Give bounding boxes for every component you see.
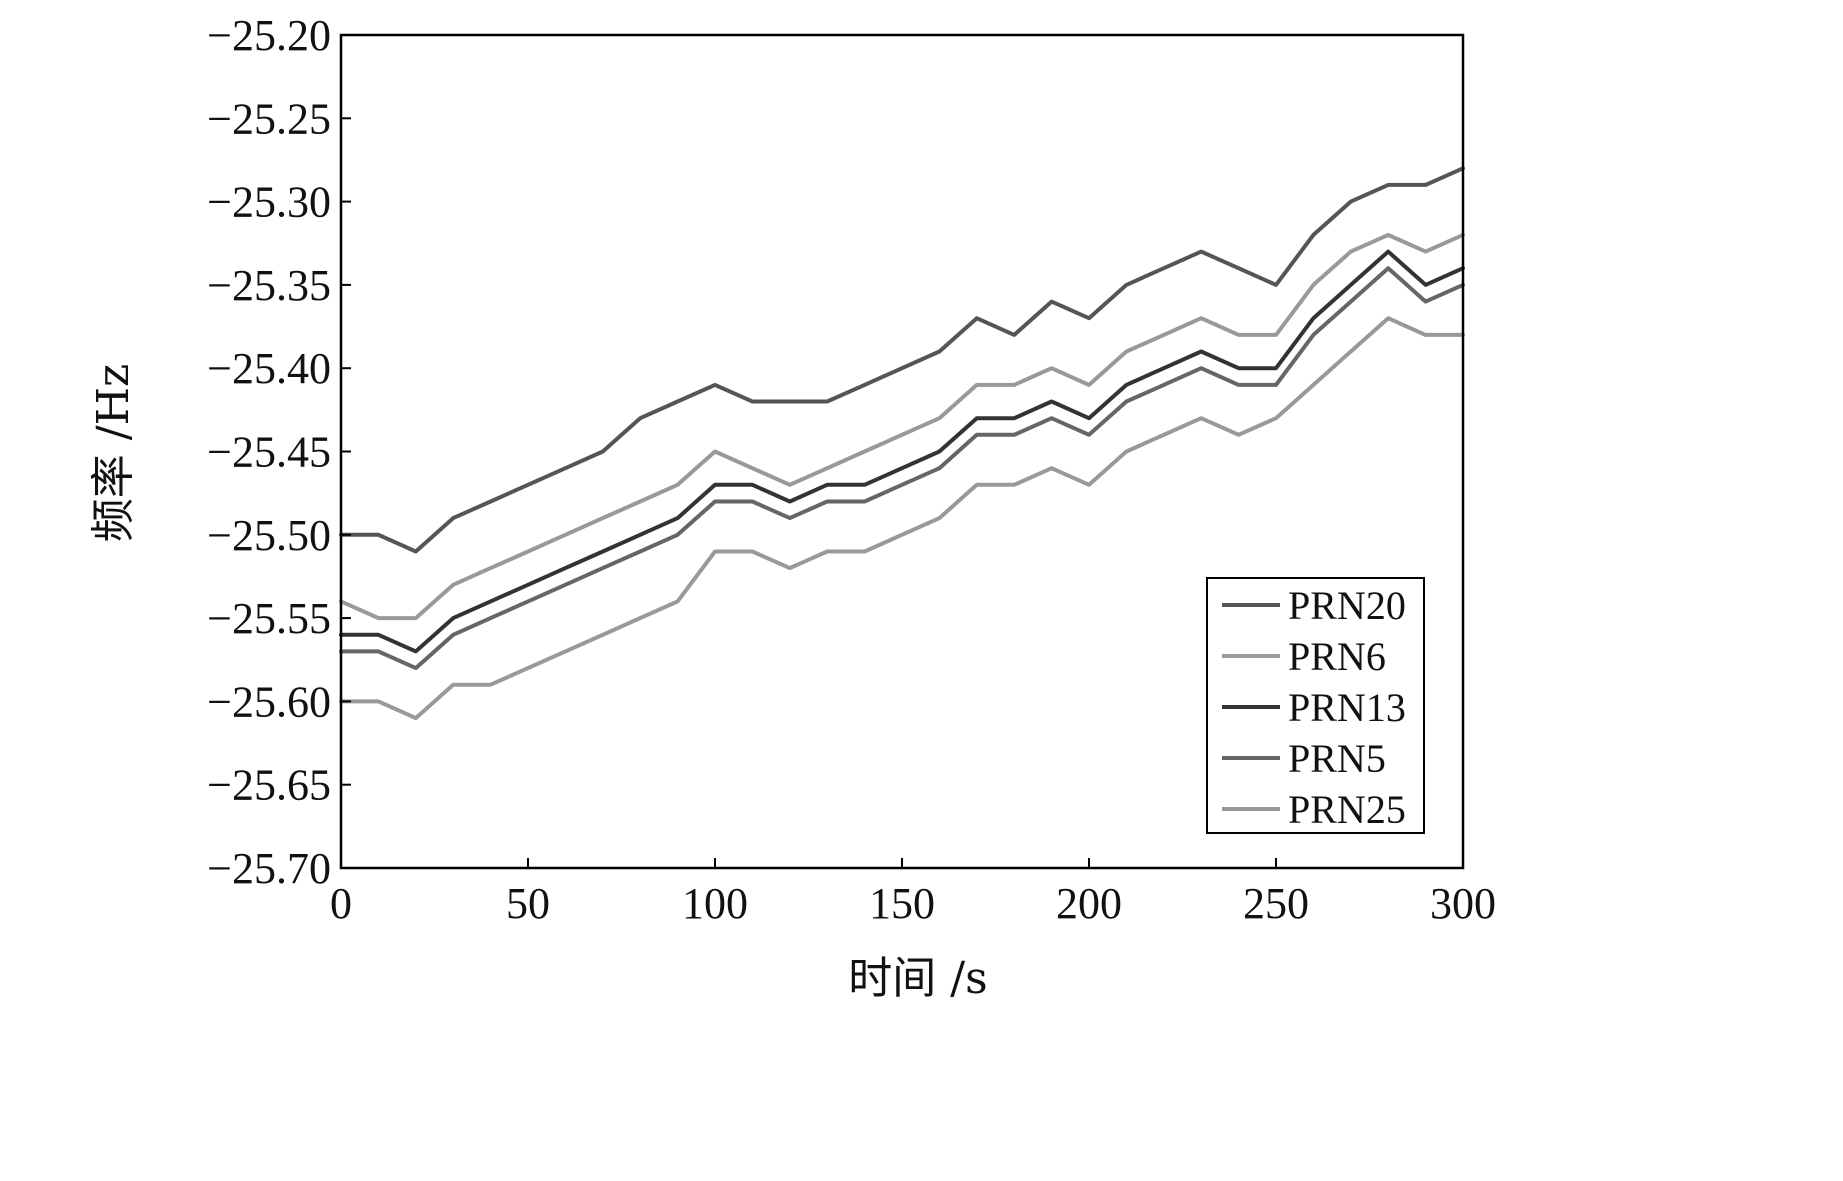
x-tick-label: 150 xyxy=(869,879,935,928)
legend-label-prn5: PRN5 xyxy=(1288,736,1386,781)
y-axis: −25.20 −25.25 −25.30 −25.35 −25.40 −25.45 −25.… xyxy=(207,11,351,893)
plot-series-group xyxy=(339,166,1465,721)
y-tick-label: −25.35 xyxy=(207,261,331,310)
y-tick-label: −25.65 xyxy=(207,761,331,810)
legend: PRN20 PRN6 PRN13 PRN5 PRN25 xyxy=(1206,577,1425,834)
series-line-prn6 xyxy=(339,232,1465,621)
legend-label-prn6: PRN6 xyxy=(1288,634,1386,679)
x-tick-label: 300 xyxy=(1430,879,1496,928)
y-tick-label: −25.55 xyxy=(207,594,331,643)
y-tick-label: −25.70 xyxy=(207,844,331,893)
y-axis-title: 频率 /Hz xyxy=(88,364,139,542)
y-tick-label: −25.50 xyxy=(207,511,331,560)
line-chart: 0 50 100 150 200 250 300 −25.20−25.25−25.30−25… xyxy=(88,11,1496,1004)
legend-label-prn13: PRN13 xyxy=(1288,685,1406,730)
x-tick-label: 0 xyxy=(330,879,352,928)
series-line-prn20 xyxy=(339,166,1465,554)
y-tick-label: −25.30 xyxy=(207,178,331,227)
y-tick-label: −25.25 xyxy=(207,94,331,143)
x-tick-label: 50 xyxy=(506,879,550,928)
x-tick-label: 100 xyxy=(682,879,748,928)
x-axis-title: 时间 /s xyxy=(848,953,987,1004)
y-tick-label: −25.60 xyxy=(207,677,331,726)
y-tick-label: −25.20 xyxy=(207,11,331,60)
legend-label-prn25: PRN25 xyxy=(1288,787,1406,832)
series-line-prn25 xyxy=(339,316,1465,721)
y-tick-label: −25.40 xyxy=(207,344,331,393)
x-axis: 0 50 100 150 200 250 300 xyxy=(330,858,1496,928)
series-line-prn13 xyxy=(339,249,1465,654)
x-tick-label: 200 xyxy=(1056,879,1122,928)
x-tick-label: 250 xyxy=(1243,879,1309,928)
series-line-prn5 xyxy=(339,266,1465,671)
y-tick-label: −25.45 xyxy=(207,428,331,477)
legend-label-prn20: PRN20 xyxy=(1288,583,1406,628)
